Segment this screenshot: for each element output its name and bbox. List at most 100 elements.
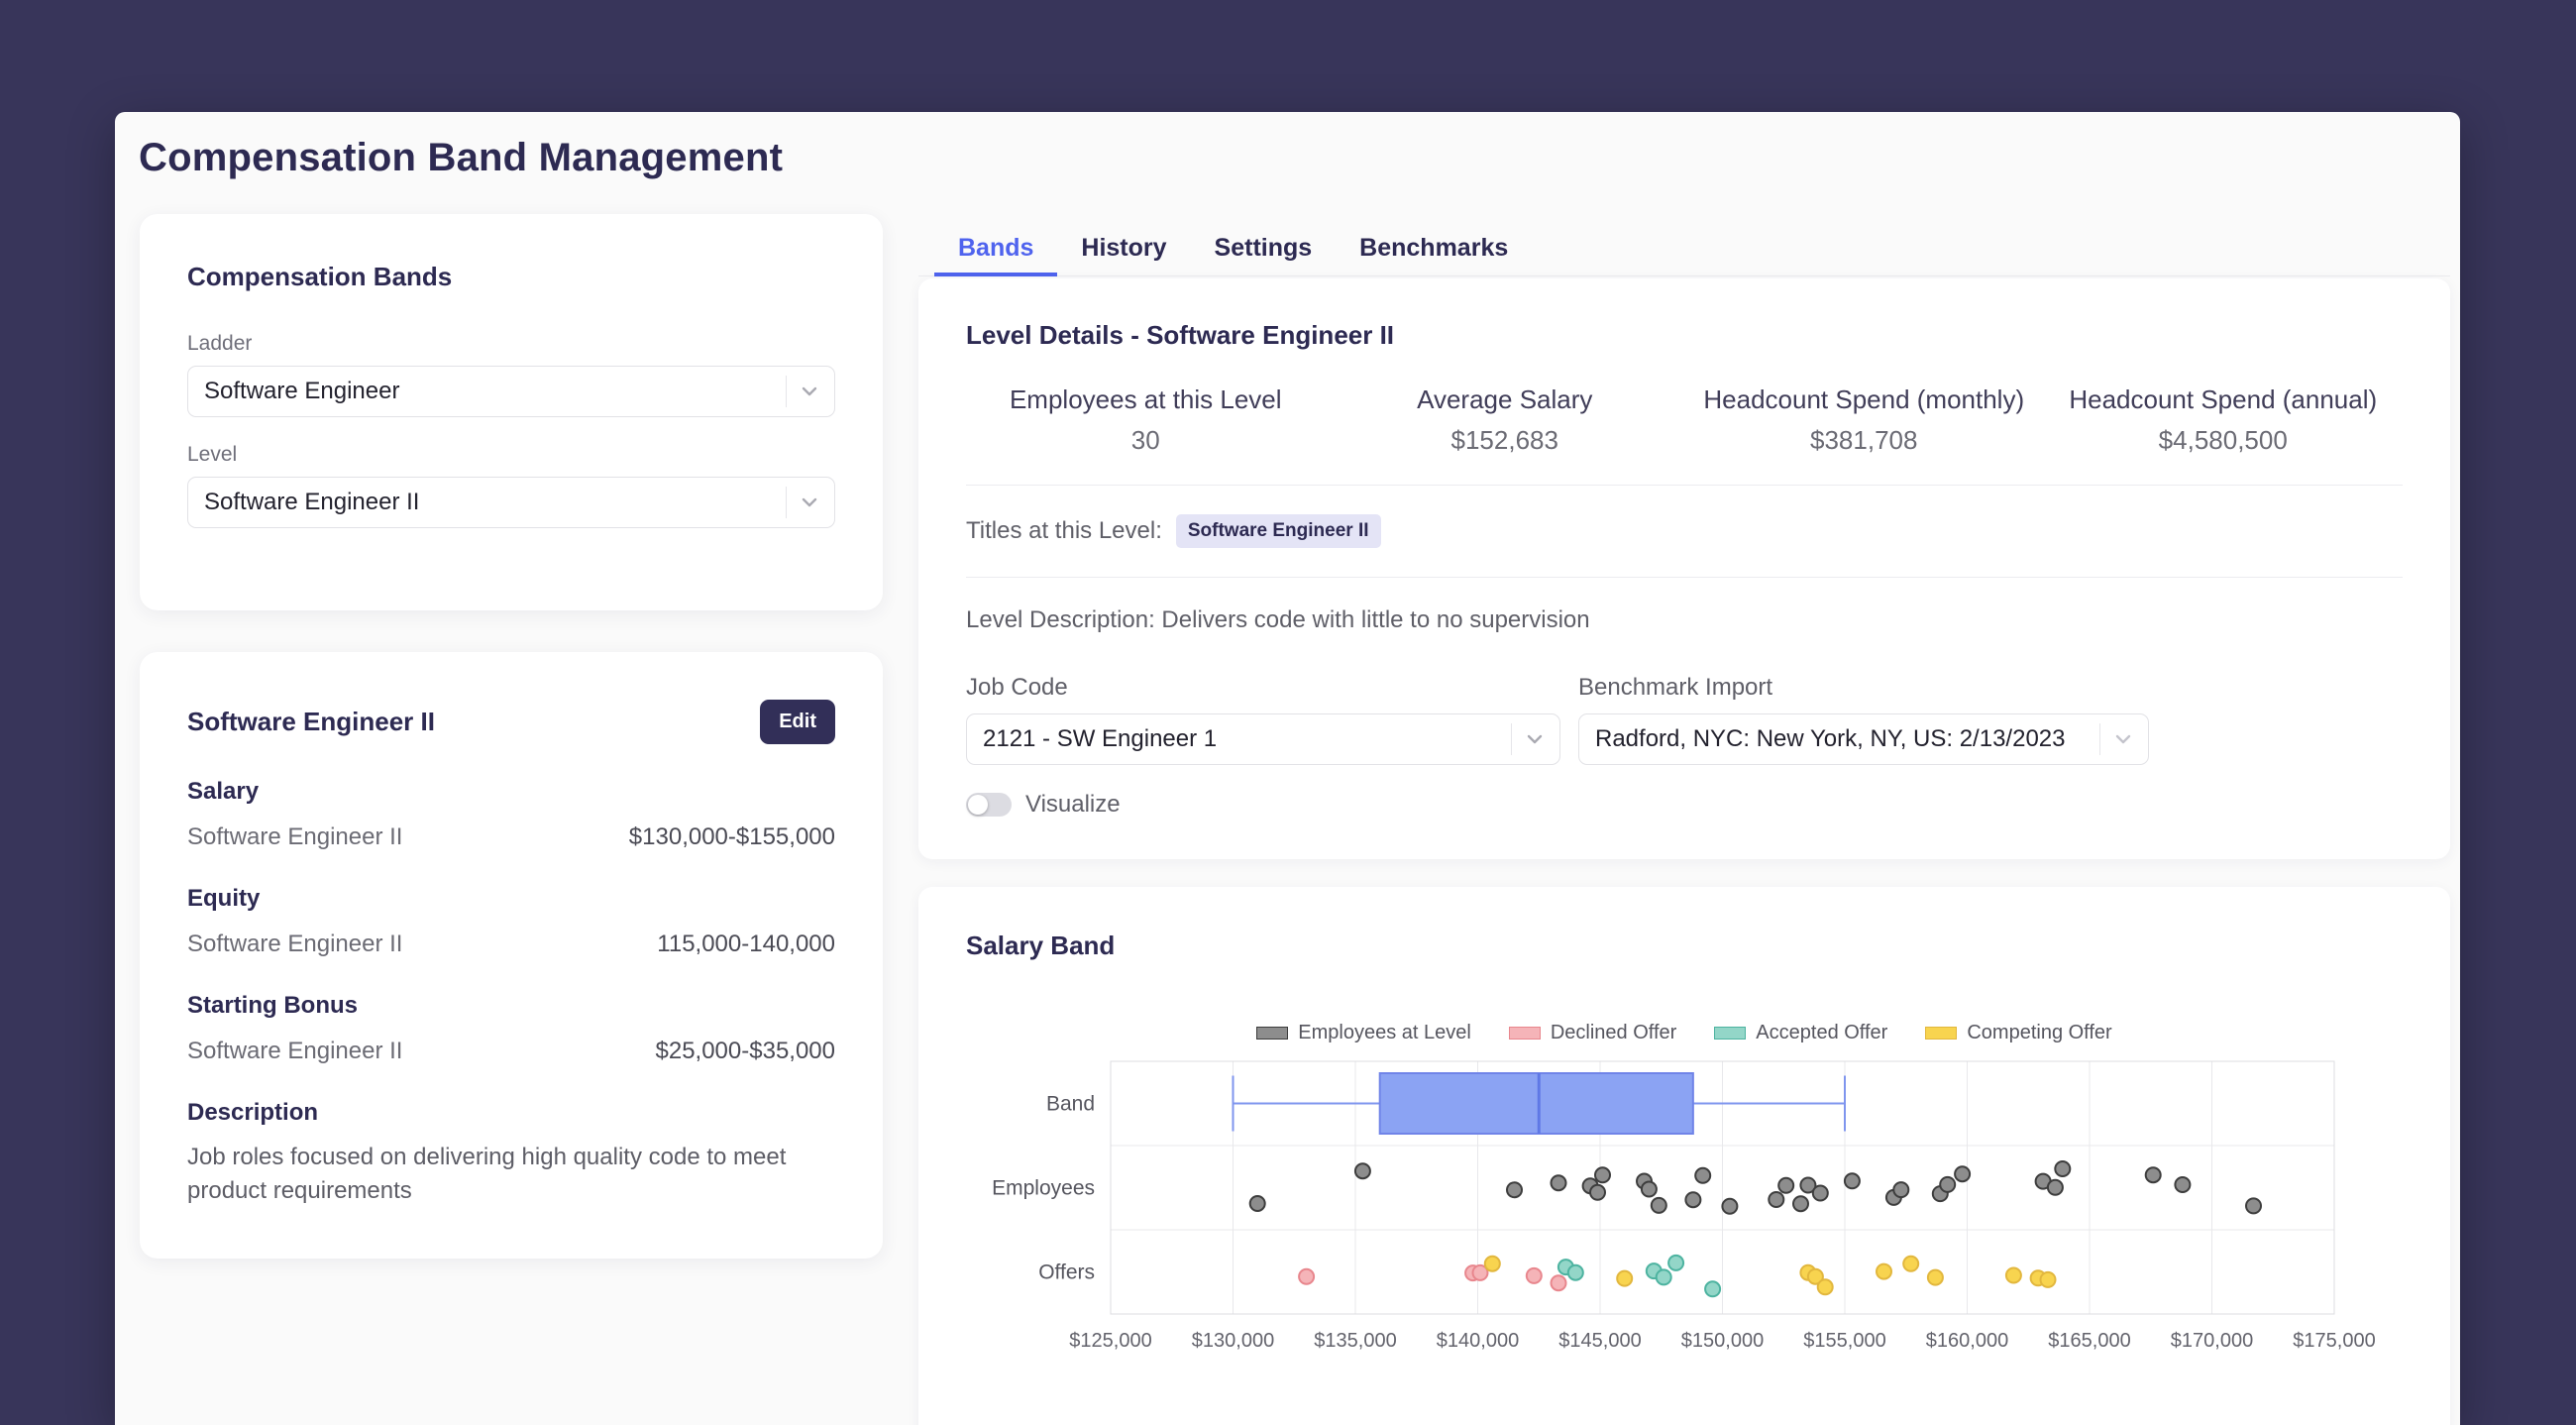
- stat-label: Headcount Spend (monthly): [1684, 384, 2044, 415]
- level-description: Level Description: Delivers code with li…: [966, 606, 2403, 634]
- x-tick-label: $135,000: [1314, 1330, 1396, 1352]
- job-code-label: Job Code: [966, 674, 1560, 702]
- legend-swatch: [1256, 1027, 1288, 1040]
- benchmark-import-field: Benchmark Import Radford, NYC: New York,…: [1578, 674, 2149, 765]
- chevron-down-icon: [2112, 728, 2134, 750]
- data-point: [1652, 1198, 1666, 1213]
- equity-row-label: Software Engineer II: [187, 931, 402, 958]
- equity-section: Equity Software Engineer II 115,000-140,…: [187, 885, 835, 958]
- select-divider: [786, 487, 787, 518]
- salary-row-label: Software Engineer II: [187, 823, 402, 851]
- salary-band-chart: $125,000$130,000$135,000$140,000$145,000…: [966, 1060, 2403, 1360]
- data-point: [1590, 1185, 1605, 1200]
- legend-label: Declined Offer: [1551, 1022, 1676, 1044]
- legend-item: Declined Offer: [1509, 1022, 1676, 1044]
- box-iqr: [1380, 1073, 1693, 1134]
- data-point: [1250, 1196, 1265, 1211]
- data-point: [1657, 1269, 1671, 1284]
- data-point: [1552, 1275, 1566, 1290]
- stat-headcount-monthly: Headcount Spend (monthly) $381,708: [1684, 384, 2044, 456]
- equity-row: Software Engineer II 115,000-140,000: [187, 931, 835, 958]
- benchmark-import-select-value: Radford, NYC: New York, NY, US: 2/13/202…: [1595, 725, 2088, 753]
- starting-bonus-row: Software Engineer II $25,000-$35,000: [187, 1038, 835, 1065]
- ladder-select[interactable]: Software Engineer: [187, 366, 835, 417]
- legend-label: Competing Offer: [1967, 1022, 2111, 1044]
- level-summary-title: Software Engineer II: [187, 707, 435, 737]
- data-point: [1527, 1268, 1542, 1283]
- title-badge: Software Engineer II: [1176, 514, 1381, 548]
- tab-settings[interactable]: Settings: [1191, 223, 1337, 276]
- level-select[interactable]: Software Engineer II: [187, 477, 835, 528]
- ladder-label: Ladder: [187, 332, 835, 356]
- data-point: [1685, 1192, 1700, 1207]
- visualize-toggle[interactable]: [966, 793, 1012, 817]
- data-point: [1955, 1166, 1970, 1181]
- starting-bonus-row-value: $25,000-$35,000: [656, 1038, 836, 1065]
- x-tick-label: $165,000: [2048, 1330, 2130, 1352]
- tab-bar: Bands History Settings Benchmarks: [918, 223, 2450, 276]
- stat-headcount-annual: Headcount Spend (annual) $4,580,500: [2044, 384, 2404, 456]
- data-point: [1642, 1182, 1657, 1197]
- x-tick-label: $145,000: [1558, 1330, 1641, 1352]
- row-label: Band: [1046, 1093, 1095, 1116]
- stat-employees: Employees at this Level 30: [966, 384, 1326, 456]
- data-point: [1705, 1281, 1720, 1296]
- visualize-label: Visualize: [1025, 791, 1121, 819]
- equity-row-value: 115,000-140,000: [657, 931, 835, 958]
- x-tick-label: $130,000: [1192, 1330, 1274, 1352]
- tab-benchmarks[interactable]: Benchmarks: [1336, 223, 1532, 276]
- data-point: [1928, 1270, 1943, 1285]
- data-point: [1552, 1175, 1566, 1190]
- benchmark-import-select[interactable]: Radford, NYC: New York, NY, US: 2/13/202…: [1578, 713, 2149, 765]
- description-text: Job roles focused on delivering high qua…: [187, 1141, 835, 1208]
- job-code-field: Job Code 2121 - SW Engineer 1: [966, 674, 1560, 765]
- data-point: [1793, 1196, 1808, 1211]
- data-point: [1845, 1173, 1860, 1188]
- salary-band-title: Salary Band: [966, 931, 2403, 961]
- equity-heading: Equity: [187, 885, 835, 913]
- chevron-down-icon: [1524, 728, 1546, 750]
- job-code-select[interactable]: 2121 - SW Engineer 1: [966, 713, 1560, 765]
- select-divider: [1511, 723, 1512, 755]
- salary-row: Software Engineer II $130,000-$155,000: [187, 823, 835, 851]
- titles-row: Titles at this Level: Software Engineer …: [966, 514, 2403, 548]
- edit-button[interactable]: Edit: [760, 700, 835, 744]
- data-point: [1877, 1264, 1891, 1279]
- bands-card-title: Compensation Bands: [187, 262, 835, 292]
- benchmark-import-label: Benchmark Import: [1578, 674, 2149, 702]
- data-point: [1568, 1265, 1583, 1280]
- level-select-value: Software Engineer II: [204, 489, 774, 516]
- data-point: [2048, 1180, 2063, 1195]
- data-point: [2146, 1167, 2161, 1182]
- data-point: [1485, 1257, 1500, 1271]
- data-point: [1695, 1168, 1710, 1183]
- data-point: [1355, 1163, 1370, 1178]
- data-point: [1818, 1279, 1833, 1294]
- x-tick-label: $160,000: [1926, 1330, 2008, 1352]
- legend-label: Accepted Offer: [1756, 1022, 1887, 1044]
- data-point: [1893, 1182, 1908, 1197]
- legend-swatch: [1509, 1027, 1541, 1040]
- stat-label: Average Salary: [1326, 384, 1685, 415]
- x-tick-label: $170,000: [2171, 1330, 2253, 1352]
- data-point: [1668, 1256, 1683, 1270]
- description-section: Description Job roles focused on deliver…: [187, 1099, 835, 1208]
- data-point: [1507, 1182, 1522, 1197]
- stat-label: Employees at this Level: [966, 384, 1326, 415]
- tab-bands[interactable]: Bands: [934, 223, 1057, 276]
- level-label: Level: [187, 443, 835, 467]
- level-details-card: Level Details - Software Engineer II Emp…: [918, 278, 2450, 859]
- x-tick-label: $125,000: [1069, 1330, 1151, 1352]
- stat-value: $152,683: [1326, 425, 1685, 456]
- job-code-select-value: 2121 - SW Engineer 1: [983, 725, 1499, 753]
- stat-label: Headcount Spend (annual): [2044, 384, 2404, 415]
- legend-item: Accepted Offer: [1714, 1022, 1887, 1044]
- level-summary-card: Software Engineer II Edit Salary Softwar…: [140, 652, 883, 1259]
- divider: [966, 485, 2403, 486]
- data-point: [2055, 1161, 2070, 1176]
- chart-legend: Employees at LevelDeclined OfferAccepted…: [966, 1021, 2403, 1044]
- row-label: Offers: [1038, 1261, 1095, 1284]
- tab-history[interactable]: History: [1057, 223, 1190, 276]
- select-divider: [786, 376, 787, 407]
- data-point: [1595, 1167, 1610, 1182]
